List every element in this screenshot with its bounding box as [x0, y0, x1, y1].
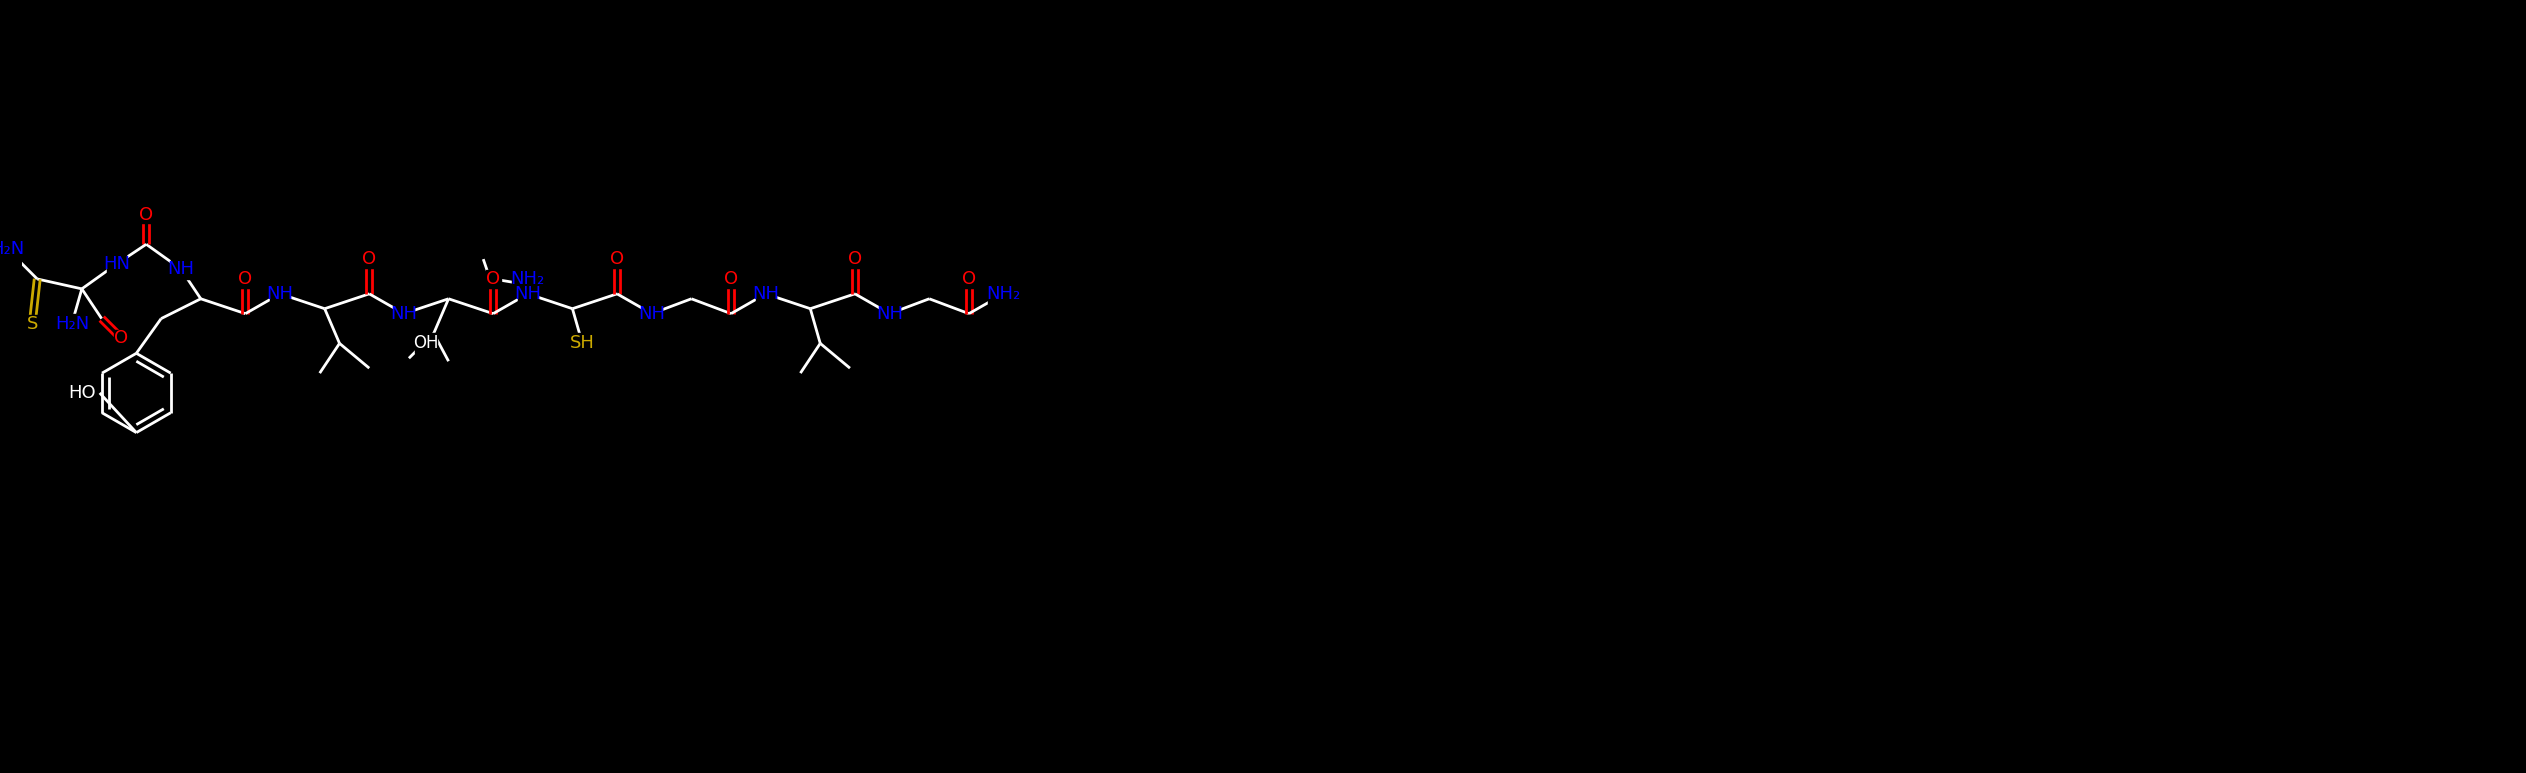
Text: NH: NH [392, 305, 417, 322]
Text: H₂N: H₂N [0, 240, 25, 258]
Bar [988, 284, 1021, 304]
Bar [172, 259, 192, 279]
Text: H₂N: H₂N [56, 315, 88, 332]
Text: HN: HN [104, 255, 129, 273]
Bar [414, 333, 437, 353]
Text: O: O [485, 270, 500, 288]
Bar [237, 270, 253, 288]
Bar [106, 254, 126, 274]
Bar [962, 270, 978, 288]
Text: O: O [114, 329, 129, 347]
Text: S: S [28, 315, 38, 332]
Bar [68, 383, 96, 403]
Text: NH: NH [268, 284, 293, 303]
Text: SH: SH [571, 335, 594, 352]
Text: NH: NH [515, 284, 541, 303]
Text: NH: NH [877, 305, 904, 322]
Text: NH: NH [753, 284, 778, 303]
Bar [0, 240, 23, 259]
Text: O: O [237, 270, 253, 288]
Bar [361, 250, 376, 268]
Text: OH: OH [414, 335, 440, 352]
Text: NH₂: NH₂ [510, 270, 546, 288]
Bar [58, 314, 86, 333]
Text: O: O [609, 250, 624, 268]
Bar [573, 333, 591, 353]
Bar [139, 206, 154, 223]
Text: HO: HO [68, 384, 96, 402]
Text: NH: NH [167, 260, 195, 278]
Bar [513, 269, 543, 289]
Bar [879, 304, 899, 324]
Bar [270, 284, 290, 304]
Text: O: O [962, 270, 975, 288]
Bar [114, 329, 129, 347]
Bar [609, 250, 624, 268]
Text: NH: NH [639, 305, 664, 322]
Bar [518, 284, 538, 304]
Text: O: O [361, 250, 376, 268]
Text: O: O [849, 250, 861, 268]
Text: NH₂: NH₂ [988, 284, 1021, 303]
Text: O: O [725, 270, 738, 288]
Bar [722, 270, 738, 288]
Bar [394, 304, 414, 324]
Bar [755, 284, 775, 304]
Bar [642, 304, 662, 324]
Bar [485, 270, 500, 288]
Bar [25, 315, 40, 332]
Text: O: O [139, 206, 154, 223]
Bar [849, 250, 861, 268]
